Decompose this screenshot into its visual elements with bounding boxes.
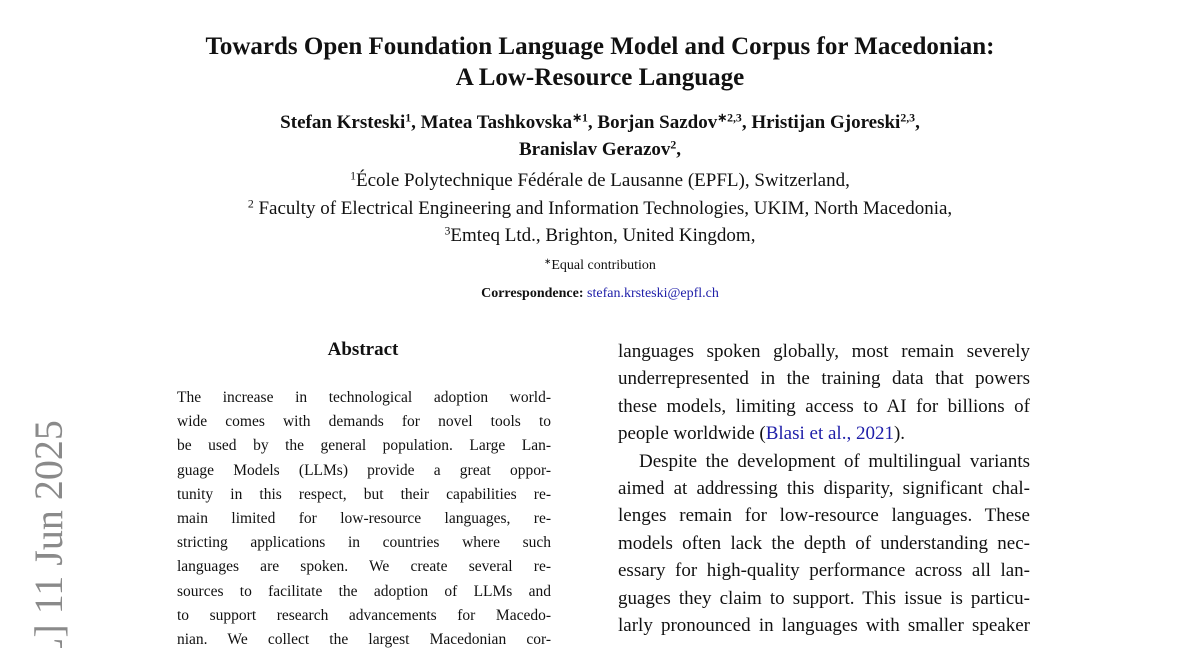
text-line: nian. We collect the largest Macedonian … xyxy=(177,631,551,648)
equal-contribution: ∗Equal contribution xyxy=(0,256,1200,276)
correspondence-label: Correspondence: xyxy=(481,286,584,301)
affiliation-text: Faculty of Electrical Engineering and In… xyxy=(258,197,953,219)
title-line: Towards Open Foundation Language Model a… xyxy=(205,33,995,60)
email-link[interactable]: stefan.krsteski@epfl.ch xyxy=(587,286,719,301)
author-name: Stefan Krsteski xyxy=(280,112,406,133)
author-mark: ∗2,3 xyxy=(717,111,742,125)
text: people worldwide ( xyxy=(618,423,766,445)
text-line: languages spoken globally, most remain s… xyxy=(618,341,1030,362)
separator: , xyxy=(411,112,416,133)
paragraph: Despite the development of multilingual … xyxy=(618,448,1030,640)
text-line: main limited for low-resource languages,… xyxy=(177,510,551,528)
author-mark: 2,3 xyxy=(900,111,916,125)
text: ). xyxy=(893,423,906,445)
body-column: languages spoken globally, most remain s… xyxy=(618,338,1030,639)
separator: , xyxy=(676,139,682,160)
text-line: stricting applications in countries wher… xyxy=(177,534,551,552)
author-line: Branislav Gerazov2, xyxy=(0,136,1200,163)
authors: Stefan Krsteski1, Matea Tashkovska∗1, Bo… xyxy=(0,109,1200,163)
text-line: The increase in technological adoption w… xyxy=(177,389,551,406)
text-line: larly pronounced in languages with small… xyxy=(618,615,1030,637)
affiliation-mark: 3 xyxy=(444,224,451,238)
affiliation-mark: 2 xyxy=(247,197,254,211)
author-name: Matea Tashkovska xyxy=(420,112,573,133)
text-line: tunity in this respect, but their capabi… xyxy=(177,485,551,503)
arxiv-stamp: L] 11 Jun 2025 xyxy=(26,420,71,648)
affiliation: 1École Polytechnique Fédérale de Lausann… xyxy=(0,167,1200,195)
affiliation-text: École Polytechnique Fédérale de Lausanne… xyxy=(356,170,850,191)
text-line: underrepresented in the training data th… xyxy=(618,368,1030,390)
text-line: aimed at addressing this disparity, sign… xyxy=(618,478,1030,500)
author-mark: 2 xyxy=(670,138,677,152)
title: Towards Open Foundation Language Model a… xyxy=(0,31,1200,93)
author-line: Stefan Krsteski1, Matea Tashkovska∗1, Bo… xyxy=(0,109,1200,136)
correspondence: Correspondence: stefan.krsteski@epfl.ch xyxy=(0,284,1200,304)
abstract-heading: Abstract xyxy=(327,339,399,360)
abstract-text: The increase in technological adoption w… xyxy=(177,386,551,648)
author-mark: 1 xyxy=(405,111,412,125)
text-line: guages they claim to support. This issue… xyxy=(618,587,1030,609)
separator: , xyxy=(915,112,920,133)
equal-mark: ∗ xyxy=(544,256,552,267)
text-line: wide comes with demands for novel tools … xyxy=(177,413,551,431)
text-line: lenges remain for low-resource languages… xyxy=(618,505,1030,527)
affiliations: 1École Polytechnique Fédérale de Lausann… xyxy=(0,167,1200,250)
title-line: A Low-Resource Language xyxy=(455,64,745,91)
text-line: models often lack the depth of understan… xyxy=(618,532,1030,554)
affiliation: 2 Faculty of Electrical Engineering and … xyxy=(0,195,1200,223)
text-line: these models, limiting access to AI for … xyxy=(618,395,1030,417)
author-name: Borjan Sazdov xyxy=(597,112,718,133)
author-name: Hristijan Gjoreski xyxy=(751,112,901,133)
author-mark: ∗1 xyxy=(572,111,588,125)
author-name: Branislav Gerazov xyxy=(518,139,671,160)
text-line: languages are spoken. We create several … xyxy=(177,558,551,576)
text-line: to support research advancements for Mac… xyxy=(177,606,551,624)
text-line: Despite the development of multilingual … xyxy=(639,450,1030,472)
paragraph: languages spoken globally, most remain s… xyxy=(618,338,1030,420)
separator: , xyxy=(741,112,747,133)
equal-text: Equal contribution xyxy=(551,258,656,273)
citation-link[interactable]: Blasi et al., 2021 xyxy=(765,423,894,445)
text-line: sources to facilitate the adoption of LL… xyxy=(177,582,551,600)
affiliation-mark: 1 xyxy=(350,169,357,183)
separator: , xyxy=(587,112,593,133)
text-line: people worldwide (Blasi et al., 2021). xyxy=(618,420,1030,447)
text-line: be used by the general population. Large… xyxy=(177,437,551,455)
affiliation-text: Emteq Ltd., Brighton, United Kingdom, xyxy=(450,225,756,246)
text-line: guage Models (LLMs) provide a great oppo… xyxy=(177,461,551,479)
affiliation: 3Emteq Ltd., Brighton, United Kingdom, xyxy=(0,222,1200,250)
text-line: essary for high-quality performance acro… xyxy=(618,560,1030,582)
